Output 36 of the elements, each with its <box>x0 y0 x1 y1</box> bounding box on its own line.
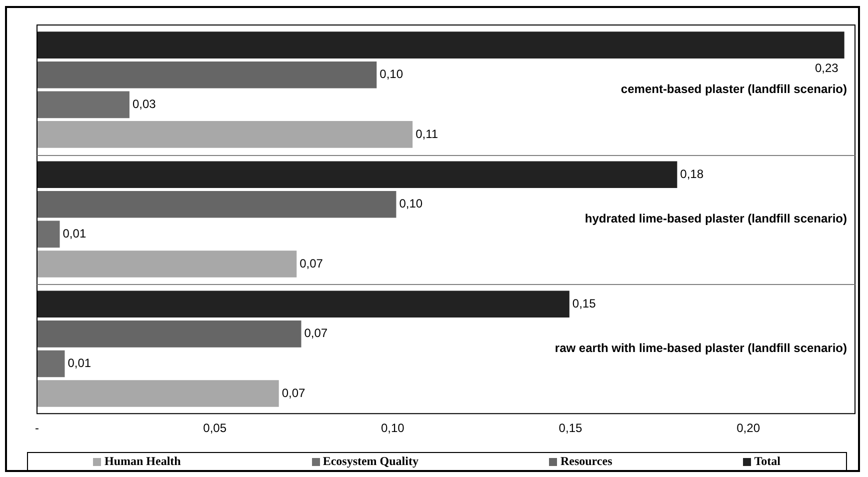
data-label: 0,07 <box>300 256 324 270</box>
data-label: 0,18 <box>680 166 704 181</box>
data-label: 0,01 <box>62 226 86 241</box>
bar <box>37 91 130 118</box>
bar <box>37 121 413 148</box>
data-label: 0,10 <box>380 67 404 82</box>
legend-label: Total <box>753 454 780 469</box>
bar <box>37 32 844 58</box>
y-tick-label: cement-based plaster (landfill scenario) <box>620 82 847 96</box>
data-label: 0,07 <box>304 326 328 340</box>
bar <box>37 220 60 248</box>
y-tick-label: raw earth with lime-based plaster (landfill scenario) <box>554 341 848 356</box>
bar <box>37 380 279 407</box>
bar <box>37 161 678 188</box>
data-label: 0,03 <box>132 96 156 111</box>
data-label: 0,23 <box>814 60 839 75</box>
x-tick-label: 0,05 <box>203 421 227 436</box>
x-tick-label: - <box>35 421 39 436</box>
x-tick-label: 0,10 <box>380 421 405 436</box>
data-label: 0,10 <box>399 196 423 211</box>
data-label: 0,07 <box>282 386 306 400</box>
x-tick-label: 0,20 <box>736 421 760 436</box>
data-label: 0,11 <box>416 126 438 141</box>
x-tick-label: 0,15 <box>558 421 582 436</box>
data-label: 0,01 <box>68 356 92 370</box>
legend-label: Resources <box>559 454 612 469</box>
bar <box>37 61 377 88</box>
bar <box>37 250 297 278</box>
y-tick-label: hydrated lime-based plaster (landfill scenario) <box>584 212 847 226</box>
bar <box>37 190 396 218</box>
bar <box>37 320 302 348</box>
bar <box>37 290 570 318</box>
bar <box>37 350 65 378</box>
legend-label: Ecosystem Quality <box>322 454 418 469</box>
legend-label: Human Health <box>103 454 181 469</box>
data-label: 0,15 <box>572 296 596 310</box>
